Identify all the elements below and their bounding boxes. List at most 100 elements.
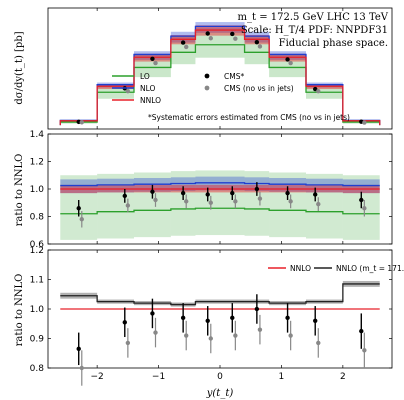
legend-swatch-3	[204, 73, 210, 79]
point-cms-6	[254, 186, 260, 192]
y-tick-label-1: 0.8	[30, 213, 45, 223]
point-cms-0	[76, 346, 81, 352]
band-nlo-bin-7	[269, 51, 306, 60]
point-cms-no-nu-5	[233, 333, 238, 338]
point-cms-no-nu-4	[208, 200, 213, 205]
point-cms-no-nu-1	[125, 203, 131, 208]
band-lo-bin-5	[220, 170, 245, 236]
point-cms-no-nu-9	[362, 206, 367, 211]
point-cms-no-nu-5	[233, 199, 238, 204]
point-cms-no-nu-7	[288, 199, 293, 204]
point-cms-2	[150, 311, 155, 316]
point-cms-8	[313, 86, 318, 92]
y-tick-label-3: 1.1	[30, 276, 44, 286]
line-nnlo	[59, 29, 381, 126]
point-cms-no-nu-0	[79, 365, 84, 371]
point-cms-no-nu-2	[153, 330, 158, 335]
band-lo-bin-2	[134, 54, 171, 78]
point-cms-no-nu-1	[125, 340, 131, 346]
legend-bottom-label-0: NNLO	[290, 264, 311, 273]
line-lo	[60, 207, 380, 215]
point-cms-7	[285, 57, 290, 62]
band-nlo-bin-9	[342, 179, 380, 194]
point-cms-2	[150, 56, 155, 61]
point-cms-no-nu-4	[208, 36, 213, 41]
point-cms-no-nu-6	[257, 327, 263, 332]
x-tick-label-1: −1	[152, 372, 165, 382]
point-cms-no-nu-9	[362, 120, 367, 125]
line-nlo	[60, 182, 380, 187]
band-lo-bin-4	[195, 170, 220, 236]
band-lo-bin-6	[244, 171, 270, 236]
line-lo	[59, 44, 381, 126]
point-cms-no-nu-1	[125, 88, 131, 94]
mass-ratio-panel-ylabel: ratio to NNLO	[14, 274, 25, 347]
point-cms-no-nu-3	[184, 333, 189, 338]
line-nnlo--m-t---171-5-gev-	[60, 283, 380, 306]
point-cms-no-nu-8	[316, 340, 321, 346]
nlo-ratio-panel: 0.6 0.8 1.0 1.2 1.4 ratio to NNLO	[14, 130, 393, 250]
point-cms-no-nu-0	[79, 120, 84, 125]
point-cms-7	[285, 190, 290, 196]
line-nlo	[59, 25, 381, 126]
legend-bottom: NNLO NNLO (m_t = 171.5 GeV)	[268, 264, 404, 273]
legend-label-2: NNLO	[140, 96, 161, 105]
legend-label-4: CMS (no νs in jets)	[224, 84, 294, 93]
point-cms-8	[313, 192, 318, 197]
band-lo-bin-2	[134, 172, 171, 238]
band-nlo-bin-5	[220, 176, 245, 191]
point-cms-no-nu-7	[288, 333, 293, 338]
band-nlo-bin-3	[170, 177, 196, 192]
point-cms-no-nu-8	[316, 88, 321, 94]
point-cms-0	[76, 206, 81, 211]
y-tick-label-2: 1.0	[30, 305, 45, 315]
point-cms-4	[205, 192, 210, 197]
x-axis-label: y(t_t)	[206, 388, 234, 399]
y-tick-label-0: 0.8	[30, 364, 45, 374]
y-tick-label-2: 1.0	[30, 185, 45, 195]
band-lo-bin-7	[269, 172, 306, 238]
point-cms-9	[359, 197, 364, 203]
point-cms-5	[230, 190, 235, 196]
systematics-footnote: *Systematic errors estimated from CMS (n…	[148, 113, 350, 122]
annotation-line-2: Scale: H_T/4 PDF: NNPDF31	[241, 25, 388, 36]
point-cms-7	[285, 315, 290, 321]
x-tick-label-2: 0	[217, 372, 223, 382]
point-cms-3	[180, 315, 186, 321]
point-cms-no-nu-4	[208, 336, 213, 341]
band-nlo-bin-2	[134, 51, 171, 60]
point-cms-4	[205, 31, 210, 36]
legend-top: LO NLO NNLO CMS* CMS (no νs in jets)	[112, 72, 294, 105]
point-cms-2	[150, 189, 155, 194]
point-cms-no-nu-7	[288, 60, 293, 66]
band-nlo-bin-3	[170, 31, 196, 43]
mass-ratio-panel: 0.8 0.9 1.0 1.1 1.2 −2 −1 0 1 2 ratio to NNLO NNL…	[14, 246, 404, 399]
legend-label-0: LO	[140, 72, 150, 81]
annotation-line-1: m_t = 172.5 GeV LHC 13 TeV	[238, 12, 389, 23]
point-cms-3	[180, 40, 186, 45]
legend-label-3: CMS*	[224, 72, 244, 81]
band-nlo-bin-5	[220, 22, 245, 33]
band-nlo-bin-4	[195, 22, 220, 33]
annotation-line-3: Fiducial phase space.	[279, 38, 388, 49]
point-cms-no-nu-8	[316, 201, 321, 207]
point-cms-no-nu-9	[362, 348, 367, 353]
band-nlo-bin-6	[244, 31, 270, 43]
point-cms-5	[230, 31, 235, 37]
main-panel-ylabel: dσ/dy(t_t) [pb]	[14, 31, 25, 104]
point-cms-4	[205, 318, 210, 323]
point-cms-9	[359, 328, 364, 334]
x-tick-label-4: 2	[340, 372, 346, 382]
y-tick-label-4: 1.4	[30, 130, 45, 140]
point-cms-no-nu-3	[184, 199, 189, 204]
point-cms-5	[230, 315, 235, 321]
band-lo-bin-3	[170, 171, 196, 236]
band-lo-bin-7	[269, 54, 306, 78]
band-nlo-bin-4	[195, 176, 220, 191]
x-tick-label-3: 1	[279, 372, 285, 382]
band-nlo-bin-0	[60, 179, 98, 194]
point-cms-3	[180, 190, 186, 196]
point-cms-1	[122, 193, 127, 199]
point-cms-8	[313, 318, 318, 323]
